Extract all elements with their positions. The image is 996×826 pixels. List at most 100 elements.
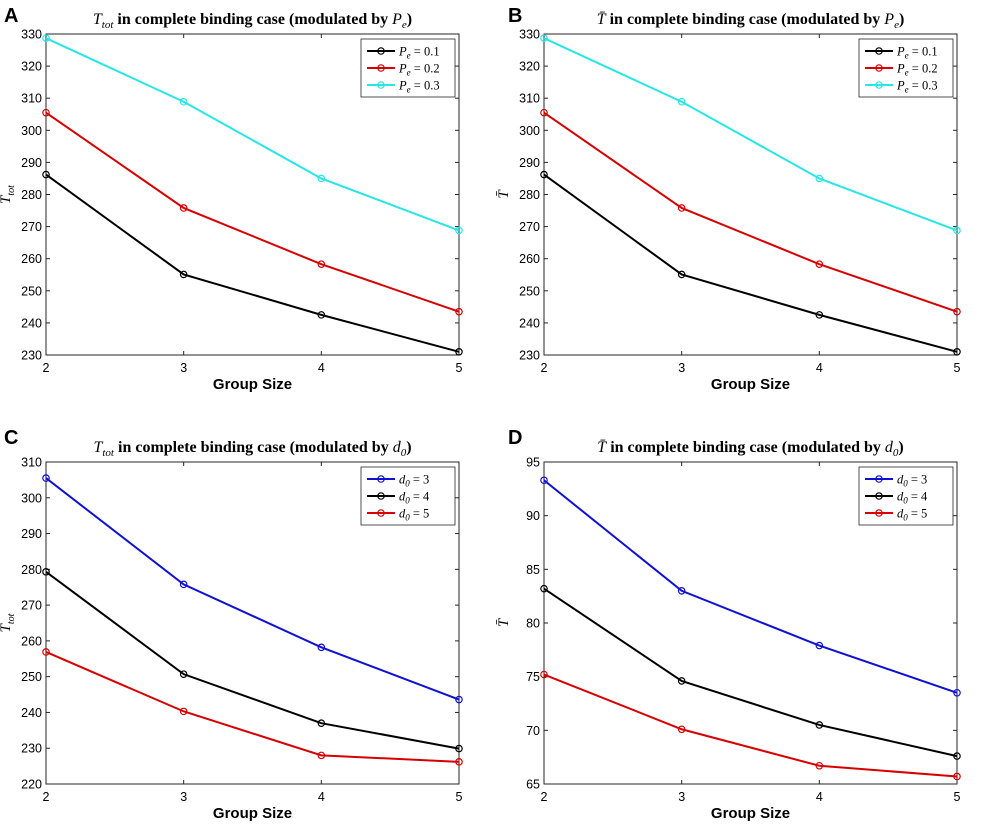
- data-point: [179, 97, 188, 106]
- legend-marker: [377, 81, 385, 89]
- y-tick-label: 90: [526, 509, 540, 523]
- y-tick-label: 240: [21, 316, 42, 330]
- legend-entry: d0 = 5: [897, 507, 927, 523]
- title-text: in complete binding case (modulated by: [114, 439, 393, 456]
- data-point: [42, 108, 50, 117]
- x-tick-label: 5: [954, 361, 961, 375]
- legend-symbol: P: [398, 79, 407, 93]
- y-tick-label: 220: [21, 778, 42, 792]
- series-line: [45, 571, 460, 750]
- y-tick-label: 240: [21, 706, 42, 720]
- legend-marker: [875, 475, 883, 483]
- y-axis-label-sub: tot: [6, 613, 17, 624]
- series-2: [42, 568, 463, 753]
- series-line: [543, 479, 958, 694]
- data-point: [455, 695, 463, 704]
- data-point: [179, 670, 188, 678]
- y-axis-label: Ttot: [0, 613, 17, 632]
- legend-symbol: P: [398, 62, 407, 76]
- data-point: [42, 170, 50, 179]
- data-point: [815, 174, 824, 183]
- panel-b: B T̄ in complete binding case (modulated …: [496, 5, 961, 393]
- y-tick-label: 300: [21, 124, 42, 138]
- data-point: [677, 97, 686, 106]
- legend-marker: [377, 64, 385, 72]
- legend: d0 = 3d0 = 4d0 = 5: [858, 466, 954, 526]
- series-2: [42, 108, 463, 316]
- data-point: [815, 721, 824, 729]
- legend-entry: Pe = 0.3: [398, 79, 440, 95]
- series-2: [540, 584, 961, 760]
- data-point: [953, 347, 961, 356]
- y-tick-label: 260: [21, 634, 42, 648]
- y-tick-label: 290: [21, 156, 42, 170]
- y-tick-label: 260: [21, 252, 42, 266]
- legend: Pe = 0.1 Pe = 0.2Pe = 0.3: [360, 38, 456, 98]
- legend-sub: e: [407, 68, 411, 78]
- title-close: ): [899, 11, 904, 28]
- legend-value: = 4: [410, 490, 430, 504]
- title-param-sub: 0: [893, 447, 899, 459]
- data-point: [455, 307, 463, 316]
- data-point: [317, 311, 326, 319]
- legend-sub: 0: [903, 496, 908, 506]
- y-tick-label: 270: [21, 220, 42, 234]
- title-text: in complete binding case (modulated by: [606, 439, 885, 456]
- y-tick-label: 280: [519, 188, 540, 202]
- y-tick-label: 75: [526, 670, 540, 684]
- data-point: [953, 226, 961, 235]
- data-point: [815, 641, 824, 650]
- title-close: ): [407, 11, 412, 28]
- series-1: [540, 170, 961, 356]
- y-axis-label: T̄: [496, 617, 512, 627]
- series-3: [540, 34, 961, 235]
- x-axis-label: Group Size: [711, 376, 790, 393]
- data-point: [540, 170, 548, 179]
- legend-entry: Pe = 0.2: [398, 62, 440, 78]
- data-point: [540, 108, 548, 117]
- data-point: [677, 677, 686, 685]
- legend-entry: Pe = 0.2: [896, 62, 938, 78]
- legend-symbol: d: [897, 490, 904, 504]
- series-line: [45, 651, 460, 763]
- y-axis-label-symbol: T: [0, 622, 14, 632]
- legend-marker: [875, 81, 883, 89]
- legend-value: = 0.2: [909, 62, 938, 76]
- x-tick-label: 3: [180, 361, 187, 375]
- y-axis-label-symbol: T̄: [496, 189, 512, 199]
- legend-entry: d0 = 4: [897, 490, 928, 506]
- y-tick-label: 300: [519, 124, 540, 138]
- data-point: [677, 586, 686, 595]
- series-3: [42, 34, 463, 235]
- title-text: in complete binding case (modulated by: [113, 11, 392, 28]
- series-line: [543, 173, 958, 353]
- data-point: [953, 752, 961, 760]
- data-point: [317, 174, 326, 183]
- legend-marker: [875, 492, 883, 500]
- data-point: [677, 204, 686, 212]
- legend-value: = 0.3: [411, 79, 440, 93]
- legend-symbol: d: [399, 507, 406, 521]
- legend-value: = 0.1: [411, 45, 440, 59]
- panel-letter: D: [508, 427, 522, 449]
- chart-title: Ttot in complete binding case (modulated…: [93, 11, 412, 31]
- legend-value: = 0.2: [411, 62, 440, 76]
- data-point: [455, 758, 463, 766]
- x-tick-label: 3: [678, 361, 685, 375]
- series-line: [45, 37, 460, 232]
- y-tick-label: 85: [526, 563, 540, 577]
- y-tick-label: 320: [519, 60, 540, 74]
- panel-letter: B: [508, 5, 522, 27]
- series-line: [543, 37, 958, 232]
- legend-entry: d0 = 4: [399, 490, 430, 506]
- series-line: [543, 111, 958, 313]
- data-point: [540, 670, 548, 679]
- data-point: [317, 751, 326, 760]
- y-tick-label: 330: [21, 28, 42, 42]
- data-point: [42, 568, 50, 576]
- y-tick-label: 300: [21, 491, 42, 505]
- legend-value: = 0.3: [909, 79, 938, 93]
- y-tick-label: 70: [526, 724, 540, 738]
- data-point: [317, 719, 326, 727]
